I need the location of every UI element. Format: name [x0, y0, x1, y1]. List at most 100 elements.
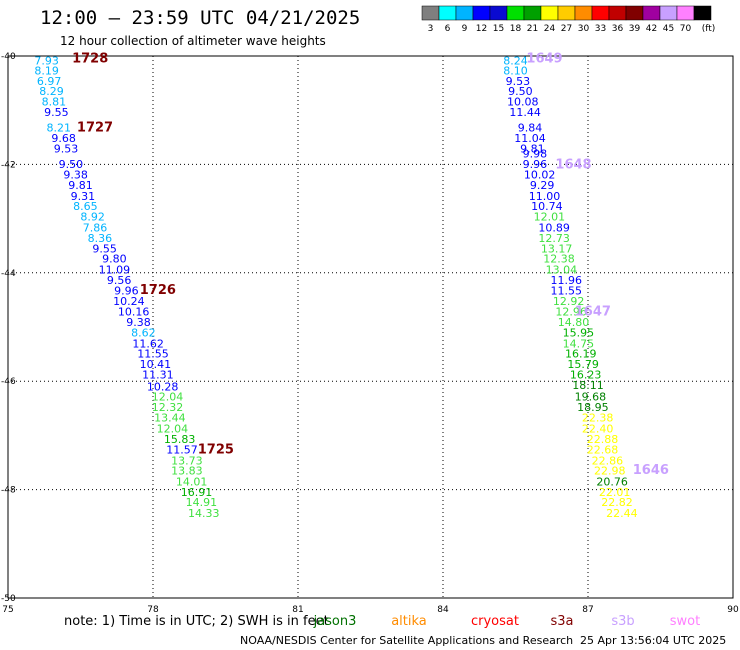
- swh-value: 10.16: [118, 305, 150, 318]
- swh-value: 11.00: [529, 190, 561, 203]
- colorbar-swatch: [421, 5, 440, 21]
- time-label: 1646: [633, 463, 669, 478]
- swh-value: 8.19: [34, 65, 59, 78]
- swh-value: 10.89: [538, 221, 570, 234]
- swh-value: 8.10: [503, 65, 528, 78]
- swh-value: 12.32: [152, 401, 184, 414]
- x-tick-label: 75: [2, 605, 13, 615]
- swh-value: 22.44: [606, 507, 638, 520]
- color-legend: 3 6 9 12 15 18 21 24 27 30 33 36 39 42 45 70 (ft): [421, 5, 715, 34]
- swh-value: 11.44: [509, 106, 541, 119]
- swh-value: 15.83: [164, 433, 196, 446]
- y-tick-label: -50: [1, 594, 16, 604]
- swh-value: 8.65: [73, 200, 98, 213]
- swh-value: 9.96: [114, 285, 139, 298]
- chart-subtitle: 12 hour collection of altimeter wave hei…: [60, 34, 326, 48]
- swh-value: 11.31: [142, 369, 174, 382]
- swh-value: 9.80: [102, 253, 127, 266]
- swh-value: 15.79: [567, 358, 599, 371]
- colorbar-swatch: [472, 5, 491, 21]
- colorbar-swatch: [693, 5, 712, 21]
- colorbar-swatch: [489, 5, 508, 21]
- swh-value: 22.82: [601, 496, 633, 509]
- swh-value: 6.97: [37, 75, 62, 88]
- x-tick-label: 87: [582, 605, 593, 615]
- swh-value: 11.04: [514, 132, 546, 145]
- swh-value: 13.17: [541, 242, 573, 255]
- swh-value: 8.36: [88, 232, 113, 245]
- colorbar-swatch: [540, 5, 559, 21]
- satellite-label: s3a: [550, 614, 573, 629]
- swh-value: 14.33: [188, 507, 220, 520]
- colorbar-label: 30: [578, 24, 590, 34]
- swh-value: 11.55: [137, 348, 169, 361]
- colorbar-label: 15: [493, 24, 504, 34]
- swh-value: 8.24: [503, 54, 528, 67]
- swh-value: 9.81: [68, 179, 93, 192]
- swh-value: 18.95: [577, 401, 609, 414]
- colorbar-label: 45: [663, 24, 674, 34]
- chart-title: 12:00 – 23:59 UTC 04/21/2025: [40, 7, 360, 29]
- time-label: 1728: [72, 52, 108, 67]
- swh-value: 8.21: [47, 122, 72, 135]
- colorbar-label: 12: [476, 24, 487, 34]
- swh-value: 22.86: [592, 454, 624, 467]
- colorbar-swatch: [659, 5, 678, 21]
- time-label: 1648: [555, 157, 591, 172]
- colorbar-swatch: [591, 5, 610, 21]
- swh-value: 12.38: [543, 253, 575, 266]
- swh-value: 9.98: [523, 148, 548, 161]
- swh-value: 14.75: [563, 337, 595, 350]
- swh-value: 11.55: [551, 285, 583, 298]
- swh-value: 11.96: [551, 274, 583, 287]
- x-tick-label: 78: [147, 605, 159, 615]
- swh-value: 12.01: [534, 210, 566, 223]
- colorbar-swatch: [455, 5, 474, 21]
- swh-value: 22.01: [599, 486, 631, 499]
- satellite-label: jason3: [313, 614, 357, 629]
- credit-text: NOAA/NESDIS Center for Satellite Applica…: [240, 634, 573, 647]
- swh-value: 9.55: [44, 106, 69, 119]
- colorbar-label: 70: [680, 24, 692, 34]
- swh-value: 9.55: [92, 242, 117, 255]
- colorbar-swatch: [608, 5, 627, 21]
- swh-value: 10.28: [147, 381, 179, 394]
- swh-value: 10.74: [531, 200, 563, 213]
- swh-value: 18.11: [572, 379, 604, 392]
- y-tick-label: -48: [1, 486, 16, 496]
- colorbar-label: 39: [629, 24, 641, 34]
- colorbar-label: 21: [527, 24, 538, 34]
- colorbar-label: 6: [445, 24, 451, 34]
- swh-value: 16.19: [565, 348, 597, 361]
- swh-value: 9.50: [508, 85, 533, 98]
- satellite-label: s3b: [611, 614, 634, 629]
- colorbar-label: 42: [646, 24, 657, 34]
- swh-value: 9.84: [518, 122, 543, 135]
- swh-points: 7.938.196.978.298.819.558.219.689.539.50…: [34, 54, 637, 520]
- swh-value: 11.57: [166, 443, 198, 456]
- colorbar-label: 27: [561, 24, 572, 34]
- swh-value: 12.96: [555, 305, 587, 318]
- colorbar-label: 18: [510, 24, 522, 34]
- colorbar-swatch: [506, 5, 525, 21]
- time-label: 1727: [77, 120, 113, 135]
- swh-value: 14.80: [558, 316, 590, 329]
- swh-value: 12.92: [553, 295, 585, 308]
- plot-frame: [7, 55, 734, 599]
- swh-value: 7.93: [34, 54, 59, 67]
- time-label: 1649: [526, 52, 562, 67]
- swh-value: 22.98: [594, 465, 626, 478]
- colorbar-label: 3: [428, 24, 434, 34]
- swh-value: 9.81: [520, 143, 545, 156]
- x-tick-label: 81: [292, 605, 303, 615]
- footer-note: note: 1) Time is in UTC; 2) SWH is in fe…: [64, 614, 329, 629]
- swh-value: 10.24: [113, 295, 145, 308]
- swh-value: 9.29: [530, 179, 555, 192]
- swh-value: 13.04: [546, 264, 578, 277]
- swh-value: 12.04: [152, 390, 184, 403]
- swh-value: 22.38: [582, 412, 614, 425]
- swh-value: 22.88: [587, 433, 619, 446]
- timestamp-text: 25 Apr 13:56:04 UTC 2025: [580, 634, 726, 647]
- swh-value: 10.41: [140, 358, 172, 371]
